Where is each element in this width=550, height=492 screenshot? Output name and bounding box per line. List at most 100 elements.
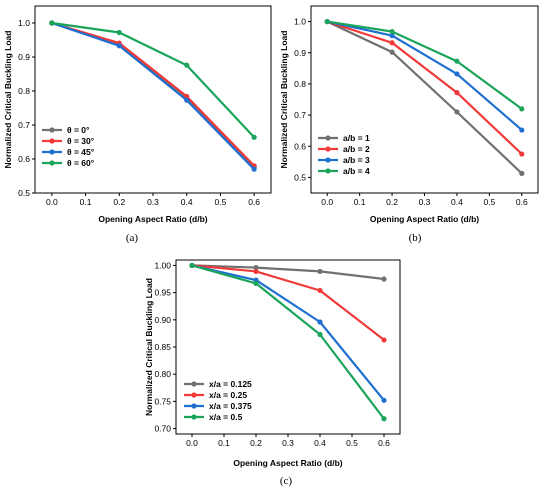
data-point: [389, 49, 395, 55]
data-point: [389, 40, 395, 46]
legend-marker: [325, 135, 331, 141]
data-point: [519, 106, 525, 112]
x-tick-label: 0.4: [181, 197, 193, 207]
data-point: [253, 280, 259, 286]
y-axis-label: Normalized Critical Buckling Load: [3, 31, 13, 169]
chart-panel-c: 0.0 0.1 0.2 0.3 0.4 0.5 0.6 0.70 0.75 0.80 0.85 0.9…: [144, 259, 401, 487]
legend-marker: [191, 403, 197, 409]
data-point: [381, 416, 387, 422]
y-tick-label: 1.0: [294, 17, 306, 27]
y-tick-label: 0.80: [154, 369, 171, 379]
series-line-3: [51, 21, 255, 170]
x-tick-label: 0.2: [250, 438, 262, 448]
x-tick-label: 0.3: [147, 197, 159, 207]
y-tick-label: 0.5: [18, 188, 30, 198]
y-tick-label: 0.9: [18, 52, 30, 62]
y-tick-label: 0.5: [294, 172, 306, 182]
x-tick-label: 0.4: [314, 438, 326, 448]
x-tick-label: 0.1: [218, 438, 230, 448]
series-line-2: [191, 264, 385, 341]
x-tick-label: 0.3: [282, 438, 294, 448]
x-tick-label: 0.1: [80, 197, 92, 207]
legend-marker: [325, 168, 331, 174]
x-axis-label: Opening Aspect Ratio (d/b): [233, 458, 342, 468]
legend-marker: [191, 392, 197, 398]
y-tick-label: 0.85: [154, 342, 171, 352]
data-point: [251, 134, 257, 140]
data-point: [253, 265, 259, 271]
series-line-2: [51, 21, 255, 167]
y-tick-label: 0.95: [154, 288, 171, 298]
legend-label: a/b = 2: [343, 144, 370, 154]
x-tick-label: 0.1: [354, 197, 366, 207]
legend-label: x/a = 0.25: [209, 390, 247, 400]
x-tick-label: 0.6: [516, 197, 528, 207]
series-line-3: [191, 264, 385, 401]
x-tick-label: 0.2: [113, 197, 125, 207]
legend-marker: [49, 127, 55, 133]
data-point: [189, 262, 195, 269]
chart-panel-a: 0.0 0.1 0.2 0.3 0.4 0.5 0.6 0.5 0.6 0.7 0.8 0.9 1.0 O…: [3, 5, 272, 244]
y-tick-label: 1.00: [154, 260, 171, 270]
legend-label: a/b = 3: [343, 155, 370, 165]
legend-label: a/b = 1: [343, 133, 370, 143]
data-point: [184, 93, 190, 100]
panel-caption: (b): [409, 232, 422, 244]
panel-caption: (a): [126, 232, 139, 244]
x-tick-label: 0.0: [321, 197, 333, 207]
y-tick-label: 0.90: [154, 315, 171, 325]
x-tick-label: 0.6: [378, 438, 390, 448]
y-tick-label: 0.7: [18, 120, 30, 130]
data-point: [454, 71, 460, 77]
legend-label: x/a = 0.5: [209, 412, 243, 422]
data-point: [519, 170, 525, 176]
x-tick-label: 0.2: [386, 197, 398, 207]
x-tick-label: 0.4: [451, 197, 463, 207]
y-axis-label: Normalized Critical Buckling Load: [279, 31, 289, 169]
x-tick-label: 0.5: [215, 197, 227, 207]
data-point: [454, 90, 460, 96]
x-tick-label: 0.3: [419, 197, 431, 207]
x-axis-label: Opening Aspect Ratio (d/b): [370, 214, 479, 224]
series-line-4: [191, 264, 385, 420]
series-line-4: [327, 20, 523, 110]
series-line-1: [191, 264, 385, 281]
legend-marker: [325, 146, 331, 152]
data-point: [317, 268, 323, 275]
legend-marker: [191, 414, 197, 420]
y-tick-label: 0.8: [294, 79, 306, 89]
y-tick-label: 0.7: [294, 110, 306, 120]
y-tick-label: 0.9: [294, 48, 306, 58]
y-tick-label: 1.0: [18, 18, 30, 28]
legend-label: a/b = 4: [343, 166, 370, 176]
legend-label: θ = 0°: [67, 125, 90, 135]
legend-label: x/a = 0.125: [209, 379, 252, 389]
data-point: [317, 287, 323, 294]
data-point: [454, 58, 460, 64]
y-tick-label: 0.6: [18, 154, 30, 164]
legend-marker: [325, 157, 331, 163]
x-tick-label: 0.0: [186, 438, 198, 448]
data-point: [519, 127, 525, 133]
data-point: [251, 166, 257, 172]
legend-marker: [49, 149, 55, 155]
data-point: [184, 62, 190, 68]
chart-panel-b: 0.0 0.1 0.2 0.3 0.4 0.5 0.6 0.5 0.6 0.7 0.8 0.9 1.0 O…: [279, 5, 539, 244]
x-axis-label: Opening Aspect Ratio (d/b): [98, 214, 207, 224]
data-point: [389, 33, 395, 39]
legend-marker: [49, 160, 55, 166]
data-point: [116, 43, 122, 49]
data-point: [317, 331, 323, 338]
legend-label: θ = 45°: [67, 147, 95, 157]
series-line-2: [326, 20, 523, 155]
data-point: [381, 337, 387, 343]
data-point: [381, 397, 387, 403]
series-line-4: [51, 21, 255, 138]
data-point: [253, 268, 259, 275]
legend-label: θ = 60°: [67, 158, 95, 168]
x-tick-label: 0.5: [346, 438, 358, 448]
y-tick-label: 0.6: [294, 141, 306, 151]
legend-label: θ = 30°: [67, 136, 95, 146]
legend-marker: [191, 381, 197, 387]
